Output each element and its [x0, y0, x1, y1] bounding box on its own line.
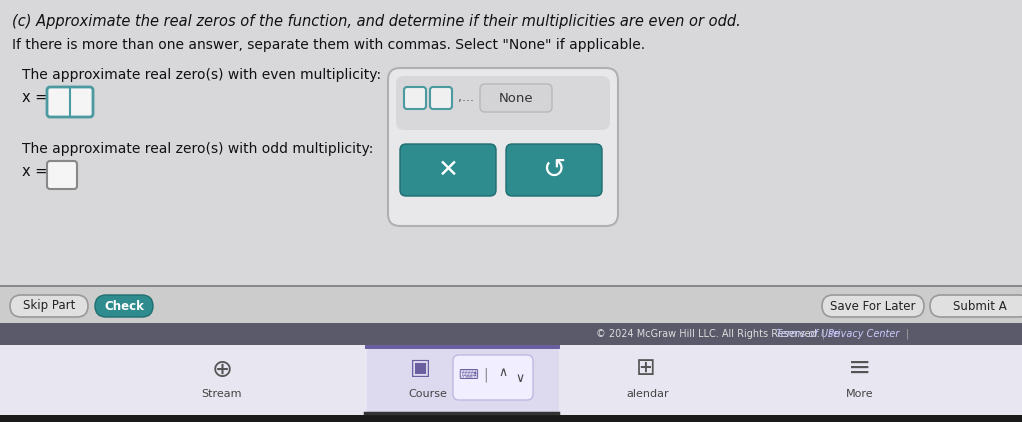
- Text: x =: x =: [22, 90, 52, 105]
- FancyBboxPatch shape: [430, 87, 452, 109]
- Text: ∨: ∨: [515, 371, 524, 384]
- FancyBboxPatch shape: [47, 87, 93, 117]
- Text: |: |: [822, 329, 825, 339]
- Bar: [0, 345, 1022, 422]
- Text: ↺: ↺: [543, 156, 565, 184]
- Bar: [0, 323, 1022, 345]
- Bar: [365, 345, 560, 349]
- Text: Stream: Stream: [201, 389, 242, 399]
- Text: Course: Course: [409, 389, 448, 399]
- Text: (c) Approximate the real zeros of the function, and determine if their multiplic: (c) Approximate the real zeros of the fu…: [12, 14, 741, 29]
- FancyBboxPatch shape: [930, 295, 1022, 317]
- Bar: [0, 285, 1022, 287]
- FancyBboxPatch shape: [506, 144, 602, 196]
- Text: If there is more than one answer, separate them with commas. Select "None" if ap: If there is more than one answer, separa…: [12, 38, 645, 52]
- Text: ✕: ✕: [437, 158, 459, 182]
- Bar: [0, 415, 1022, 422]
- Text: The approximate real zero(s) with even multiplicity:: The approximate real zero(s) with even m…: [22, 68, 381, 82]
- Text: None: None: [499, 92, 533, 105]
- Text: ≡: ≡: [848, 354, 872, 382]
- Text: ,...: ,...: [458, 92, 474, 105]
- Text: ⊞: ⊞: [636, 356, 656, 380]
- FancyBboxPatch shape: [400, 144, 496, 196]
- Text: x =: x =: [22, 164, 52, 179]
- Text: The approximate real zero(s) with odd multiplicity:: The approximate real zero(s) with odd mu…: [22, 142, 373, 156]
- Text: |: |: [483, 368, 489, 382]
- FancyBboxPatch shape: [822, 295, 924, 317]
- Bar: [0, 287, 1022, 323]
- Text: ▣: ▣: [410, 358, 430, 378]
- Text: ⊕: ⊕: [212, 358, 232, 382]
- Bar: [0, 0, 1022, 285]
- Text: Skip Part: Skip Part: [22, 300, 76, 313]
- FancyBboxPatch shape: [95, 295, 153, 317]
- FancyBboxPatch shape: [396, 76, 610, 130]
- Text: |: |: [905, 329, 910, 339]
- FancyBboxPatch shape: [388, 68, 618, 226]
- Text: Terms of Use: Terms of Use: [776, 329, 839, 339]
- Text: © 2024 McGraw Hill LLC. All Rights Reserved.: © 2024 McGraw Hill LLC. All Rights Reser…: [596, 329, 820, 339]
- Text: alendar: alendar: [626, 389, 669, 399]
- FancyBboxPatch shape: [47, 161, 77, 189]
- Text: Submit A: Submit A: [954, 300, 1007, 313]
- FancyBboxPatch shape: [367, 347, 559, 415]
- Text: ⌨: ⌨: [458, 368, 478, 382]
- FancyBboxPatch shape: [453, 355, 533, 400]
- FancyBboxPatch shape: [404, 87, 426, 109]
- FancyBboxPatch shape: [10, 295, 88, 317]
- FancyBboxPatch shape: [480, 84, 552, 112]
- Text: ∧: ∧: [499, 365, 508, 379]
- Text: Save For Later: Save For Later: [830, 300, 916, 313]
- Text: Check: Check: [104, 300, 144, 313]
- Text: More: More: [846, 389, 874, 399]
- Text: Privacy Center: Privacy Center: [828, 329, 899, 339]
